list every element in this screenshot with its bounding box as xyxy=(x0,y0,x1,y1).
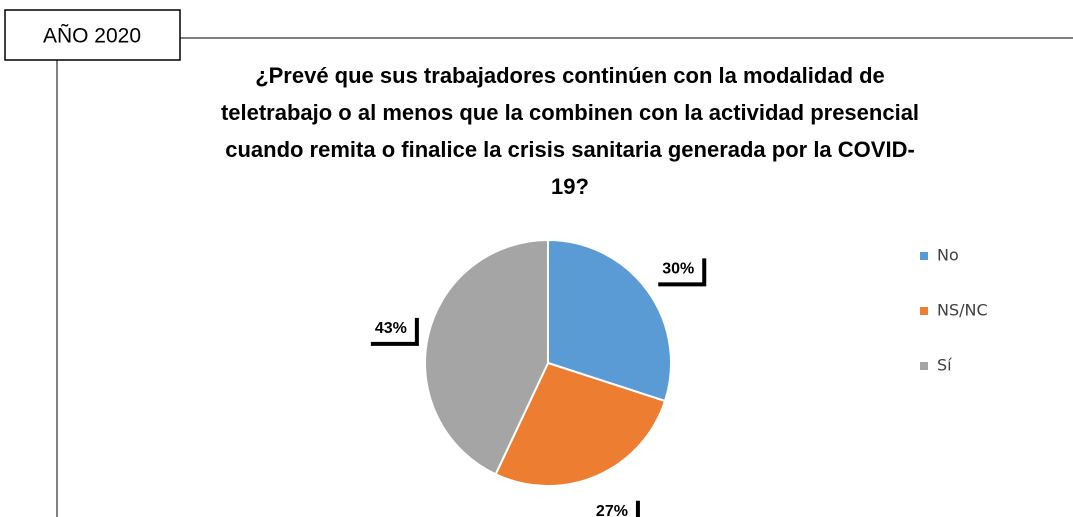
data-label: 43% xyxy=(375,320,407,337)
chart-title: cuando remita o finalice la crisis sanit… xyxy=(225,137,915,162)
pie-slice xyxy=(547,238,672,403)
legend-swatch xyxy=(920,252,928,260)
legend-label: NS/NC xyxy=(937,301,988,320)
legend-label: No xyxy=(937,246,959,265)
legend-swatch xyxy=(920,307,928,315)
pie-slice xyxy=(494,361,667,487)
data-label: 27% xyxy=(596,503,628,517)
legend-swatch xyxy=(920,362,928,370)
legend-label: Sí xyxy=(937,356,952,375)
pie-slice xyxy=(424,238,549,476)
header-box xyxy=(4,9,181,61)
label-box xyxy=(366,313,415,342)
label-box xyxy=(587,496,636,517)
chart-title: ¿Prevé que sus trabajadores continúen co… xyxy=(255,63,885,88)
label-box xyxy=(654,254,703,283)
chart-title: 19? xyxy=(551,174,589,199)
header-text: AÑO 2020 xyxy=(43,24,141,48)
data-label: 30% xyxy=(662,261,694,278)
chart-title: teletrabajo o al menos que la combinen c… xyxy=(221,100,919,125)
